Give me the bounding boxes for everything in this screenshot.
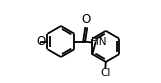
Text: Cl: Cl: [100, 68, 111, 78]
Text: O: O: [82, 13, 91, 26]
Text: HN: HN: [91, 37, 107, 47]
Text: O: O: [37, 35, 46, 48]
